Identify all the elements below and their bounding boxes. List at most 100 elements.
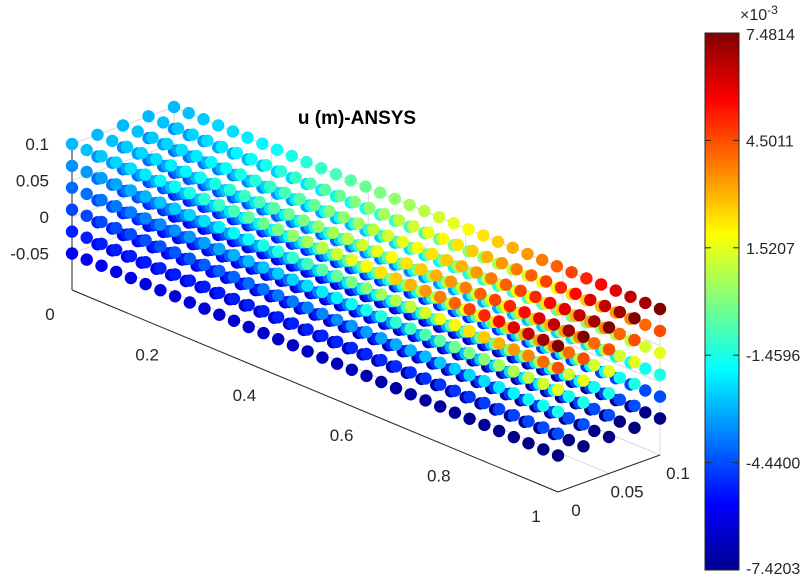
data-point (131, 125, 144, 138)
data-point (588, 337, 601, 350)
data-point (440, 254, 454, 267)
data-point (367, 223, 380, 236)
data-point (492, 337, 506, 350)
data-point (227, 248, 241, 262)
data-point (537, 355, 550, 368)
data-point (389, 382, 403, 395)
data-point (330, 291, 344, 305)
data-point (624, 290, 637, 303)
data-point (213, 220, 226, 234)
data-point (330, 248, 344, 261)
data-point (268, 202, 281, 215)
colorbar-exponent: ×10-3 (740, 3, 778, 24)
data-point (455, 260, 468, 273)
data-point (190, 149, 203, 163)
data-point (110, 243, 123, 257)
data-point (227, 292, 241, 306)
data-point (451, 238, 464, 251)
data-point (110, 200, 123, 213)
y-tick-label: 0.05 (610, 483, 643, 502)
data-point (448, 297, 462, 310)
data-point (227, 227, 241, 240)
data-point (124, 184, 138, 197)
data-point (154, 284, 167, 297)
data-point (301, 323, 314, 336)
data-point (558, 302, 571, 316)
data-point (492, 424, 506, 438)
data-point (139, 256, 152, 269)
data-point (230, 146, 244, 160)
data-point (316, 285, 329, 299)
data-point (227, 270, 241, 284)
data-point (253, 195, 266, 209)
data-point (613, 393, 626, 406)
data-point (639, 406, 652, 419)
data-point (537, 443, 550, 456)
data-point (419, 284, 432, 298)
data-point (110, 178, 123, 191)
data-point (150, 153, 163, 166)
data-point (257, 326, 270, 340)
data-point (510, 263, 523, 276)
data-point (613, 371, 626, 384)
data-point (238, 189, 251, 203)
data-point (215, 140, 229, 154)
data-point (198, 280, 211, 293)
data-point (551, 361, 565, 375)
data-point (260, 159, 273, 172)
data-point (522, 327, 535, 340)
data-point (432, 211, 446, 224)
data-point (124, 271, 138, 285)
data-point (282, 208, 296, 221)
data-point (434, 378, 447, 391)
data-point (613, 305, 626, 319)
data-point (547, 318, 561, 331)
data-point (329, 168, 343, 181)
data-point (242, 233, 255, 246)
data-point (507, 321, 520, 334)
data-point (352, 217, 365, 230)
data-point (459, 281, 472, 294)
data-point (639, 362, 652, 375)
y-tick-label: 0 (571, 501, 580, 520)
data-point (533, 312, 546, 325)
data-point (403, 198, 416, 212)
y-axis-line (557, 454, 661, 493)
data-point (205, 156, 218, 169)
data-point (537, 399, 550, 412)
data-point (536, 253, 549, 267)
x-tick-label: 1 (531, 507, 540, 526)
data-point (392, 214, 406, 227)
data-point (209, 177, 222, 190)
data-point (175, 143, 189, 157)
data-point (371, 244, 384, 258)
data-point (227, 314, 241, 327)
data-point (345, 319, 358, 333)
data-point (389, 294, 403, 307)
data-point (447, 217, 460, 230)
data-point (430, 269, 443, 282)
data-point (507, 387, 520, 400)
data-point (594, 278, 608, 291)
data-point (492, 402, 506, 416)
data-point (223, 183, 237, 196)
data-point (418, 204, 431, 218)
data-point (168, 268, 182, 281)
data-point (653, 390, 667, 403)
data-point (525, 269, 538, 282)
data-point (507, 343, 520, 356)
data-point (522, 393, 535, 406)
data-point (198, 258, 211, 271)
data-point (588, 380, 601, 394)
data-point (106, 134, 119, 148)
data-point (213, 286, 226, 299)
data-point (124, 206, 138, 219)
data-point (422, 226, 435, 239)
data-point (201, 134, 214, 147)
data-point (639, 340, 652, 353)
data-point (448, 362, 462, 376)
data-point (182, 106, 195, 120)
z-tick-label: 0 (40, 208, 49, 227)
data-point (139, 212, 152, 225)
data-point (628, 333, 641, 347)
